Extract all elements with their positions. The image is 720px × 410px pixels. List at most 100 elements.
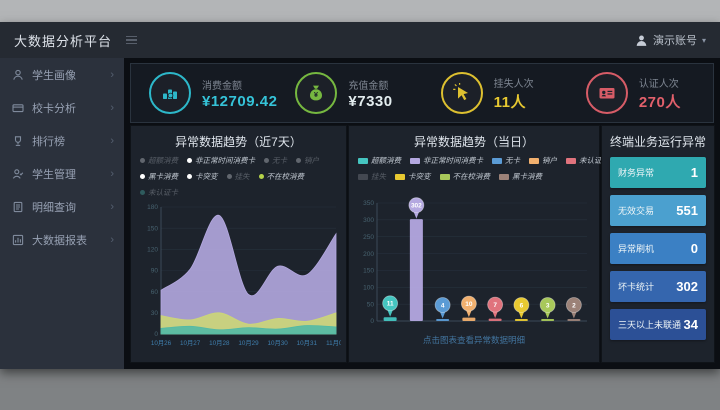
- bar-chart[interactable]: 0 50 100 150 200 250 300 350 11 302 4 10 7 6 3 2: [349, 185, 599, 333]
- svg-text:7: 7: [493, 302, 497, 309]
- area-chart: 0 30 60 90 120 150 180 10月26 10月27 10月28 10月29 10月3…: [131, 201, 346, 349]
- person-check-icon: [12, 168, 24, 179]
- page-background-bottom: [0, 369, 720, 410]
- kpi-value: ¥7330: [348, 92, 393, 110]
- legend-label: 无卡: [505, 156, 520, 165]
- kpi-recharge-amount: ¥ 充值金额 ¥7330: [277, 72, 422, 114]
- legend-item[interactable]: 不在校消费: [258, 171, 305, 182]
- legend-item[interactable]: 超额消费: [140, 155, 178, 166]
- legend-item[interactable]: 挂失: [358, 171, 386, 182]
- dashboard-window: 大数据分析平台 演示账号 ▾ 学生画像 › 校卡分析 › 排行榜 › 学生管: [0, 22, 720, 369]
- sidebar-item-card-analysis[interactable]: 校卡分析 ›: [0, 91, 124, 124]
- top-bar: 大数据分析平台 演示账号 ▾: [0, 22, 720, 59]
- legend-swatch: [439, 173, 450, 180]
- svg-text:50: 50: [367, 301, 375, 308]
- kpi-label: 认证人次: [638, 78, 679, 90]
- legend-item[interactable]: 不在校消费: [439, 171, 490, 182]
- svg-text:350: 350: [363, 200, 374, 207]
- legend-item[interactable]: 未认证卡: [140, 187, 178, 198]
- legend-label: 非正常时间消费卡: [423, 156, 483, 165]
- legend-item[interactable]: 非正常时间消费卡: [187, 155, 255, 166]
- view-detail-link[interactable]: 点击图表查看异常数据明细: [422, 335, 525, 345]
- legend-swatch: [529, 157, 539, 164]
- legend-dot: [187, 158, 192, 163]
- legend-label: 无卡: [272, 156, 287, 165]
- kpi-consume-amount: 消费金额 ¥12709.42: [131, 72, 277, 114]
- legend-item[interactable]: 销户: [296, 155, 319, 166]
- legend-item[interactable]: 非正常时间消费卡: [410, 155, 483, 166]
- svg-text:300: 300: [363, 217, 374, 224]
- legend-row: 超额消费 非正常时间消费卡 无卡 销户 未认证卡: [349, 155, 609, 166]
- svg-text:2: 2: [572, 302, 576, 309]
- svg-text:200: 200: [363, 251, 374, 258]
- legend-item[interactable]: 销户: [529, 155, 557, 166]
- legend-swatch: [358, 173, 368, 180]
- svg-text:120: 120: [147, 247, 158, 254]
- svg-text:250: 250: [363, 234, 374, 241]
- chevron-right-icon: ›: [110, 233, 114, 246]
- kpi-value: 270人: [638, 93, 681, 111]
- legend-item[interactable]: 卡突变: [395, 171, 431, 182]
- svg-text:150: 150: [363, 268, 374, 275]
- svg-text:10月26: 10月26: [150, 339, 171, 347]
- kpi-loss-report-count: 挂失人次 11人: [423, 72, 568, 114]
- legend-item[interactable]: 超额消费: [358, 155, 401, 166]
- svg-text:11月01: 11月01: [326, 339, 341, 347]
- legend-label: 超额消费: [371, 156, 401, 165]
- legend-label: 卡突变: [195, 172, 218, 181]
- chevron-down-icon: ▾: [701, 35, 706, 45]
- legend-swatch: [492, 157, 502, 164]
- legend-row: 黑卡消费 卡突变 挂失 不在校消费: [131, 171, 346, 182]
- legend-item[interactable]: 未认证卡: [566, 155, 609, 166]
- stat-label: 无效交易: [618, 206, 655, 216]
- sidebar-item-bigdata-report[interactable]: 大数据报表 ›: [0, 223, 124, 256]
- stat-value: 0: [690, 241, 698, 256]
- svg-text:90: 90: [150, 268, 158, 275]
- legend-swatch: [358, 157, 368, 164]
- legend-dot: [296, 158, 301, 163]
- stat-row-offline-3days: 三天以上未联通 34: [610, 309, 706, 340]
- legend-dot: [140, 190, 145, 195]
- moneybag-icon: ¥: [295, 72, 338, 114]
- legend-label: 不在校消费: [266, 172, 305, 181]
- sidebar-item-student-management[interactable]: 学生管理 ›: [0, 157, 124, 190]
- hand-click-icon: [440, 72, 483, 114]
- legend-dot: [140, 158, 145, 163]
- legend-label: 未认证卡: [579, 156, 609, 165]
- sidebar-item-label: 排行榜: [32, 135, 65, 148]
- svg-text:30: 30: [150, 310, 158, 317]
- stat-label: 异常刷机: [618, 244, 655, 254]
- sidebar-collapse-icon[interactable]: [126, 35, 138, 45]
- kpi-value: ¥12709.42: [202, 92, 278, 110]
- svg-text:10月28: 10月28: [209, 339, 230, 347]
- legend-item[interactable]: 无卡: [264, 155, 287, 166]
- legend-swatch: [395, 173, 405, 180]
- kpi-label: 充值金额: [348, 80, 389, 92]
- legend-item[interactable]: 无卡: [492, 155, 520, 166]
- svg-text:¥: ¥: [314, 90, 319, 99]
- sidebar: 学生画像 › 校卡分析 › 排行榜 › 学生管理 › 明细查询 › 大数据报表 …: [0, 58, 124, 369]
- stat-row-invalid-transactions: 无效交易 551: [610, 195, 706, 226]
- legend-item[interactable]: 黑卡消费: [140, 171, 178, 182]
- legend-label: 黑卡消费: [148, 172, 178, 181]
- kpi-label: 消费金额: [202, 80, 242, 92]
- sidebar-item-ranking[interactable]: 排行榜 ›: [0, 124, 124, 157]
- stat-value: 551: [676, 203, 698, 218]
- user-menu[interactable]: 演示账号 ▾: [635, 22, 706, 58]
- kpi-label: 挂失人次: [493, 78, 534, 90]
- legend-item[interactable]: 挂失: [226, 171, 250, 182]
- id-card-icon: [585, 72, 628, 114]
- sidebar-item-student-portrait[interactable]: 学生画像 ›: [0, 58, 124, 91]
- legend-dot: [264, 158, 269, 163]
- kpi-strip: 消费金额 ¥12709.42 ¥ 充值金额 ¥7330 挂失人次: [130, 63, 714, 123]
- sidebar-item-detail-query[interactable]: 明细查询 ›: [0, 190, 124, 223]
- kpi-auth-count: 认证人次 270人: [568, 72, 713, 114]
- legend-item[interactable]: 黑卡消费: [499, 171, 542, 182]
- panel-trend-7days: 异常数据趋势（近7天） 超额消费 非正常时间消费卡 无卡 销户 黑卡消费 卡突变…: [130, 125, 347, 363]
- svg-text:11: 11: [387, 301, 394, 308]
- legend-item[interactable]: 卡突变: [187, 171, 218, 182]
- legend-dot: [187, 174, 192, 179]
- svg-text:150: 150: [147, 225, 158, 232]
- stat-row-finance-anomaly: 财务异常 1: [610, 157, 706, 188]
- legend-dot: [226, 174, 232, 179]
